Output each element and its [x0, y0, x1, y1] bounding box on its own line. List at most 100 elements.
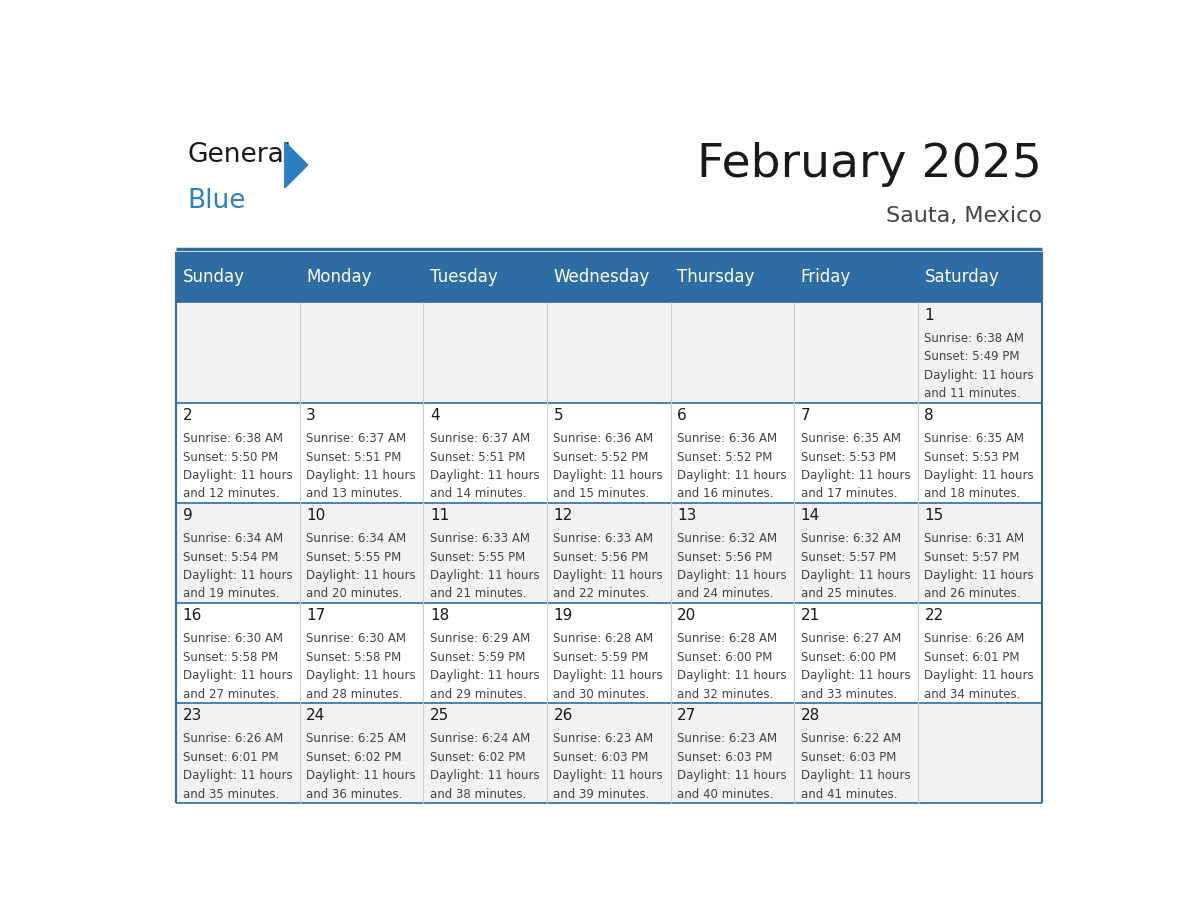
Bar — [176, 252, 1042, 302]
Text: Sunrise: 6:29 AM: Sunrise: 6:29 AM — [430, 633, 530, 645]
Text: Sunrise: 6:38 AM: Sunrise: 6:38 AM — [183, 432, 283, 445]
Text: 20: 20 — [677, 609, 696, 623]
Text: Daylight: 11 hours: Daylight: 11 hours — [554, 569, 663, 582]
Text: and 26 minutes.: and 26 minutes. — [924, 588, 1020, 600]
Text: and 34 minutes.: and 34 minutes. — [924, 688, 1020, 700]
Text: Sunrise: 6:37 AM: Sunrise: 6:37 AM — [307, 432, 406, 445]
Text: 18: 18 — [430, 609, 449, 623]
Text: 10: 10 — [307, 509, 326, 523]
Text: Sunset: 6:01 PM: Sunset: 6:01 PM — [924, 651, 1019, 664]
Text: Sunrise: 6:35 AM: Sunrise: 6:35 AM — [924, 432, 1024, 445]
Text: Sunrise: 6:25 AM: Sunrise: 6:25 AM — [307, 733, 406, 745]
Text: 13: 13 — [677, 509, 696, 523]
Text: Sunset: 5:57 PM: Sunset: 5:57 PM — [924, 551, 1019, 564]
Text: Daylight: 11 hours: Daylight: 11 hours — [554, 769, 663, 782]
Text: Thursday: Thursday — [677, 268, 754, 286]
Text: Daylight: 11 hours: Daylight: 11 hours — [183, 569, 292, 582]
Text: Daylight: 11 hours: Daylight: 11 hours — [924, 369, 1034, 382]
Text: Sunrise: 6:33 AM: Sunrise: 6:33 AM — [430, 532, 530, 545]
Text: Sunset: 5:52 PM: Sunset: 5:52 PM — [677, 451, 772, 464]
Text: 6: 6 — [677, 409, 687, 423]
Text: Daylight: 11 hours: Daylight: 11 hours — [183, 669, 292, 682]
Text: Sunrise: 6:30 AM: Sunrise: 6:30 AM — [307, 633, 406, 645]
Text: Sunset: 6:01 PM: Sunset: 6:01 PM — [183, 751, 278, 764]
Text: Sunrise: 6:32 AM: Sunrise: 6:32 AM — [677, 532, 777, 545]
Text: Sunrise: 6:36 AM: Sunrise: 6:36 AM — [554, 432, 653, 445]
Text: 15: 15 — [924, 509, 943, 523]
Text: Sunset: 5:55 PM: Sunset: 5:55 PM — [430, 551, 525, 564]
Text: Daylight: 11 hours: Daylight: 11 hours — [307, 569, 416, 582]
Text: Sunrise: 6:26 AM: Sunrise: 6:26 AM — [924, 633, 1024, 645]
Text: 7: 7 — [801, 409, 810, 423]
Text: Daylight: 11 hours: Daylight: 11 hours — [801, 669, 910, 682]
Text: 12: 12 — [554, 509, 573, 523]
Text: and 30 minutes.: and 30 minutes. — [554, 688, 650, 700]
Text: Wednesday: Wednesday — [554, 268, 650, 286]
Text: Sunset: 6:02 PM: Sunset: 6:02 PM — [430, 751, 525, 764]
Text: Daylight: 11 hours: Daylight: 11 hours — [554, 469, 663, 482]
Text: 28: 28 — [801, 709, 820, 723]
Text: Daylight: 11 hours: Daylight: 11 hours — [430, 769, 539, 782]
Text: Sunset: 5:53 PM: Sunset: 5:53 PM — [801, 451, 896, 464]
Text: and 14 minutes.: and 14 minutes. — [430, 487, 526, 500]
Text: Daylight: 11 hours: Daylight: 11 hours — [430, 569, 539, 582]
Text: Sunset: 6:02 PM: Sunset: 6:02 PM — [307, 751, 402, 764]
Text: and 21 minutes.: and 21 minutes. — [430, 588, 526, 600]
Text: Sunrise: 6:34 AM: Sunrise: 6:34 AM — [307, 532, 406, 545]
Text: and 16 minutes.: and 16 minutes. — [677, 487, 773, 500]
Text: February 2025: February 2025 — [696, 142, 1042, 187]
Text: 11: 11 — [430, 509, 449, 523]
Text: Sunrise: 6:22 AM: Sunrise: 6:22 AM — [801, 733, 901, 745]
Text: and 38 minutes.: and 38 minutes. — [430, 788, 526, 800]
Text: Sunset: 5:58 PM: Sunset: 5:58 PM — [183, 651, 278, 664]
Text: Daylight: 11 hours: Daylight: 11 hours — [183, 769, 292, 782]
Text: General: General — [188, 142, 291, 168]
Text: Daylight: 11 hours: Daylight: 11 hours — [677, 769, 786, 782]
Text: 14: 14 — [801, 509, 820, 523]
Text: Daylight: 11 hours: Daylight: 11 hours — [183, 469, 292, 482]
Text: 17: 17 — [307, 609, 326, 623]
Text: and 25 minutes.: and 25 minutes. — [801, 588, 897, 600]
Text: and 28 minutes.: and 28 minutes. — [307, 688, 403, 700]
Text: Sunrise: 6:27 AM: Sunrise: 6:27 AM — [801, 633, 901, 645]
Text: and 22 minutes.: and 22 minutes. — [554, 588, 650, 600]
Text: and 32 minutes.: and 32 minutes. — [677, 688, 773, 700]
Text: Sunset: 5:58 PM: Sunset: 5:58 PM — [307, 651, 402, 664]
Text: and 29 minutes.: and 29 minutes. — [430, 688, 526, 700]
Text: Sunset: 6:00 PM: Sunset: 6:00 PM — [801, 651, 896, 664]
Text: and 20 minutes.: and 20 minutes. — [307, 588, 403, 600]
Text: 25: 25 — [430, 709, 449, 723]
Text: and 35 minutes.: and 35 minutes. — [183, 788, 279, 800]
Text: 22: 22 — [924, 609, 943, 623]
Text: Daylight: 11 hours: Daylight: 11 hours — [430, 469, 539, 482]
Text: and 13 minutes.: and 13 minutes. — [307, 487, 403, 500]
Text: Daylight: 11 hours: Daylight: 11 hours — [677, 569, 786, 582]
Text: 19: 19 — [554, 609, 573, 623]
Text: Daylight: 11 hours: Daylight: 11 hours — [924, 569, 1034, 582]
Text: Sunset: 6:03 PM: Sunset: 6:03 PM — [801, 751, 896, 764]
Text: Sunset: 5:59 PM: Sunset: 5:59 PM — [430, 651, 525, 664]
Text: Daylight: 11 hours: Daylight: 11 hours — [307, 769, 416, 782]
Text: Sunrise: 6:31 AM: Sunrise: 6:31 AM — [924, 532, 1024, 545]
Text: Sunrise: 6:37 AM: Sunrise: 6:37 AM — [430, 432, 530, 445]
Text: and 11 minutes.: and 11 minutes. — [924, 387, 1020, 400]
Text: Sunrise: 6:36 AM: Sunrise: 6:36 AM — [677, 432, 777, 445]
Text: Saturday: Saturday — [924, 268, 999, 286]
Text: Sunset: 6:00 PM: Sunset: 6:00 PM — [677, 651, 772, 664]
Text: Daylight: 11 hours: Daylight: 11 hours — [307, 669, 416, 682]
Text: Sunrise: 6:35 AM: Sunrise: 6:35 AM — [801, 432, 901, 445]
Text: and 36 minutes.: and 36 minutes. — [307, 788, 403, 800]
Text: Sunset: 5:53 PM: Sunset: 5:53 PM — [924, 451, 1019, 464]
Text: Daylight: 11 hours: Daylight: 11 hours — [801, 569, 910, 582]
Text: Blue: Blue — [188, 188, 246, 214]
Bar — [176, 703, 1042, 803]
Text: Daylight: 11 hours: Daylight: 11 hours — [677, 669, 786, 682]
Text: Sunset: 5:55 PM: Sunset: 5:55 PM — [307, 551, 402, 564]
Text: and 33 minutes.: and 33 minutes. — [801, 688, 897, 700]
Bar — [176, 503, 1042, 603]
Text: 24: 24 — [307, 709, 326, 723]
Text: 21: 21 — [801, 609, 820, 623]
Polygon shape — [285, 142, 308, 188]
Text: Sunset: 6:03 PM: Sunset: 6:03 PM — [554, 751, 649, 764]
Bar — [176, 302, 1042, 402]
